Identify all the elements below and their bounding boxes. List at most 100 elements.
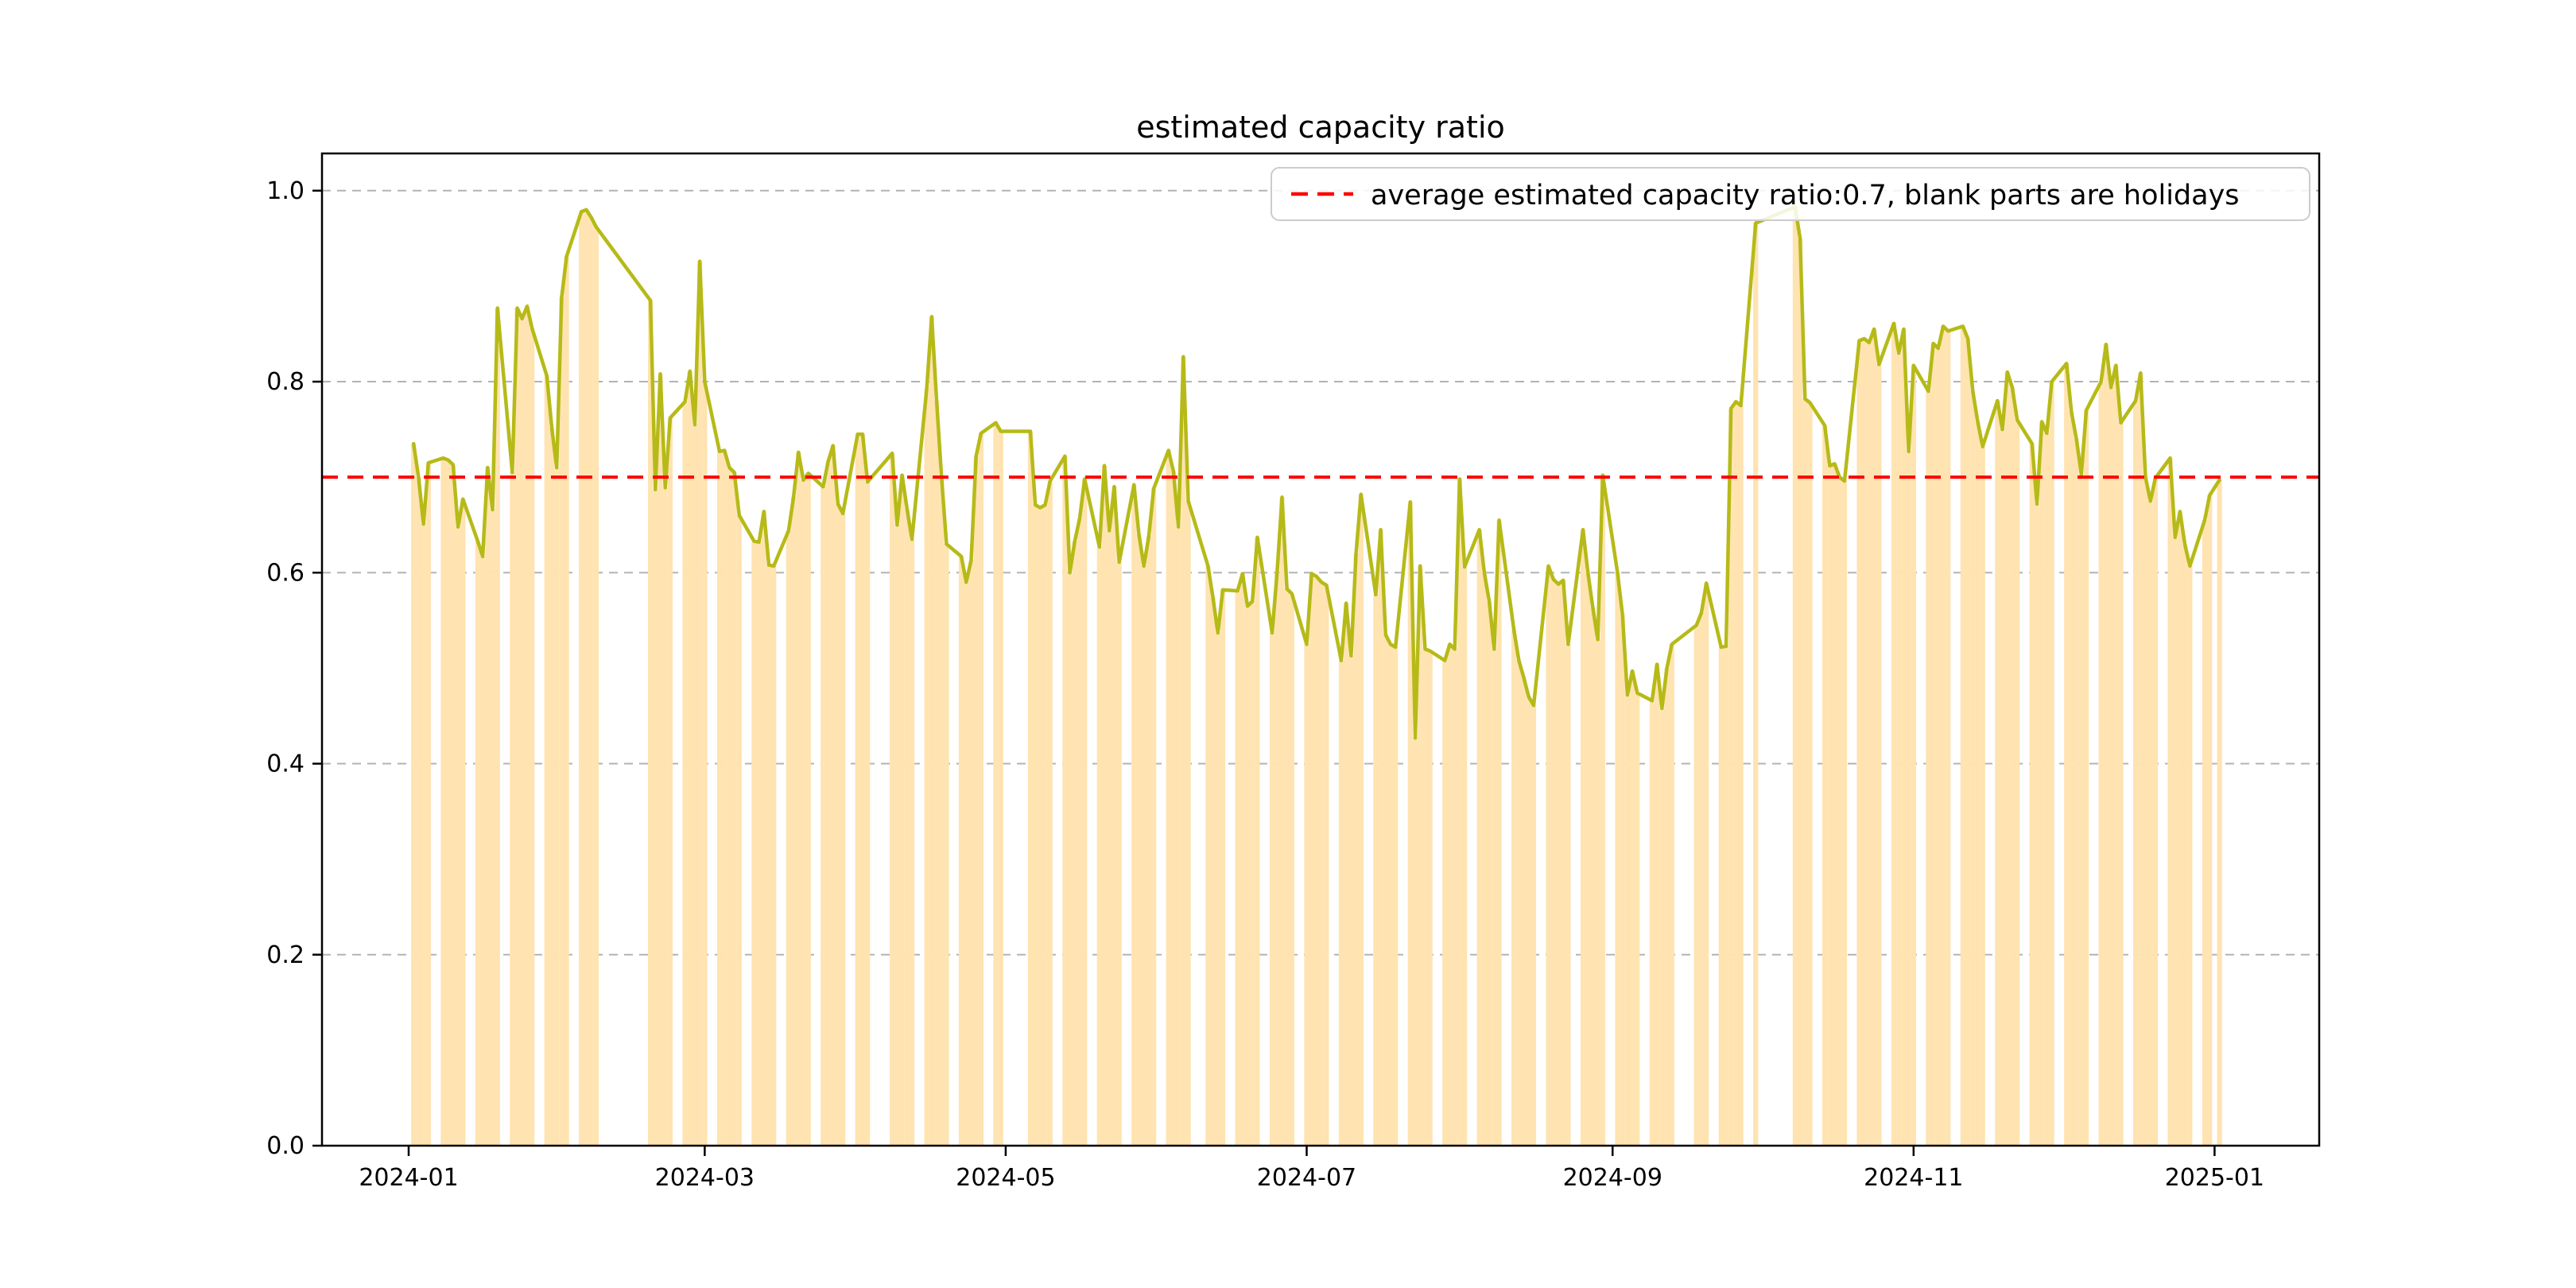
day-bar <box>1856 340 1862 1146</box>
day-bar <box>1442 660 1448 1146</box>
day-bar <box>530 328 535 1146</box>
day-bar <box>2167 458 2173 1146</box>
day-bar <box>2138 373 2143 1146</box>
day-bar <box>658 374 663 1146</box>
day-bar <box>1802 398 1808 1146</box>
day-bar <box>1240 573 1245 1146</box>
day-bar <box>1718 646 1724 1146</box>
day-bar <box>2044 433 2050 1146</box>
day-bar <box>727 467 732 1146</box>
day-bar <box>1324 584 1329 1146</box>
day-bar <box>1027 431 1034 1146</box>
day-bar <box>1235 591 1240 1146</box>
day-bar <box>1629 671 1635 1146</box>
day-bar <box>1664 668 1670 1146</box>
x-tick-label: 2025-01 <box>2165 1164 2264 1192</box>
day-bar <box>865 482 871 1146</box>
day-bar <box>1649 700 1655 1146</box>
day-bar <box>510 472 515 1146</box>
day-bar <box>1146 536 1152 1146</box>
day-bar <box>786 530 791 1146</box>
day-bar <box>859 434 866 1146</box>
day-bar <box>2172 537 2178 1146</box>
day-bar <box>1407 502 1413 1146</box>
day-bar <box>1082 479 1088 1146</box>
day-bar <box>1797 238 1803 1146</box>
day-bar <box>1313 576 1320 1146</box>
day-bar <box>1447 644 1453 1146</box>
day-bar <box>998 431 1003 1146</box>
day-bar <box>416 477 421 1146</box>
day-bar <box>751 541 757 1146</box>
day-bar <box>593 227 599 1146</box>
day-bar <box>894 525 900 1146</box>
day-bar <box>1659 708 1665 1146</box>
x-tick-label: 2024-07 <box>1257 1164 1356 1192</box>
day-bar <box>761 511 766 1146</box>
day-bar <box>1319 582 1325 1146</box>
day-bar <box>1205 565 1211 1146</box>
day-bar <box>1151 488 1157 1146</box>
day-bar <box>519 318 525 1146</box>
day-bar <box>588 217 594 1146</box>
day-bar <box>958 556 964 1146</box>
day-bar <box>1042 504 1048 1146</box>
day-bar <box>2034 503 2040 1146</box>
day-bar <box>2177 511 2183 1146</box>
day-bar <box>929 316 934 1146</box>
day-bar <box>1418 565 1423 1146</box>
day-bar <box>1526 696 1531 1146</box>
day-bar <box>1930 343 1936 1146</box>
day-bar <box>1693 625 1699 1146</box>
day-bar <box>1580 530 1586 1146</box>
day-bar <box>2217 479 2222 1146</box>
x-tick-label: 2024-05 <box>956 1164 1055 1192</box>
day-bar <box>653 489 658 1146</box>
day-bar <box>1269 632 1275 1146</box>
day-bar <box>1181 356 1186 1146</box>
daily-capacity-bars <box>411 207 2222 1146</box>
day-bar <box>1940 326 1946 1146</box>
day-bar <box>687 370 692 1146</box>
day-bar <box>490 510 495 1146</box>
day-bar <box>2074 439 2079 1146</box>
day-bar <box>2049 382 2054 1146</box>
legend-label: average estimated capacity ratio:0.7, bl… <box>1371 180 2240 211</box>
y-axis-ticks: 0.0 0.2 0.4 0.6 0.8 1.0 <box>266 177 322 1160</box>
day-bar <box>801 479 806 1146</box>
day-bar <box>1077 518 1083 1146</box>
day-bar <box>1832 464 1837 1146</box>
day-bar <box>2009 387 2015 1146</box>
day-bar <box>1033 504 1038 1146</box>
day-bar <box>2113 365 2119 1146</box>
day-bar <box>1136 534 1142 1146</box>
day-bar <box>716 451 723 1146</box>
day-bar <box>440 458 446 1146</box>
day-bar <box>1615 572 1620 1146</box>
day-bar <box>2182 545 2188 1146</box>
day-bar <box>1038 507 1043 1146</box>
day-bar <box>579 211 584 1146</box>
day-bar <box>455 526 461 1146</box>
day-bar <box>1344 603 1349 1146</box>
day-bar <box>1965 338 1971 1146</box>
day-bar <box>1067 572 1073 1146</box>
day-bar <box>1250 601 1255 1146</box>
x-tick-label: 2024-09 <box>1563 1164 1662 1192</box>
day-bar <box>1521 677 1527 1146</box>
day-bar <box>1550 579 1556 1146</box>
day-bar <box>1141 565 1146 1146</box>
day-bar <box>1585 572 1591 1146</box>
day-bar <box>2029 444 2035 1146</box>
day-bar <box>766 564 772 1146</box>
day-bar <box>821 487 826 1146</box>
day-bar <box>411 444 417 1146</box>
day-bar <box>554 467 560 1146</box>
day-bar <box>973 456 979 1146</box>
day-bar <box>2187 565 2193 1146</box>
day-bar <box>1669 644 1674 1146</box>
day-bar <box>1635 692 1640 1146</box>
day-bar <box>855 434 860 1146</box>
day-bar <box>479 556 486 1146</box>
day-bar <box>2083 410 2089 1146</box>
